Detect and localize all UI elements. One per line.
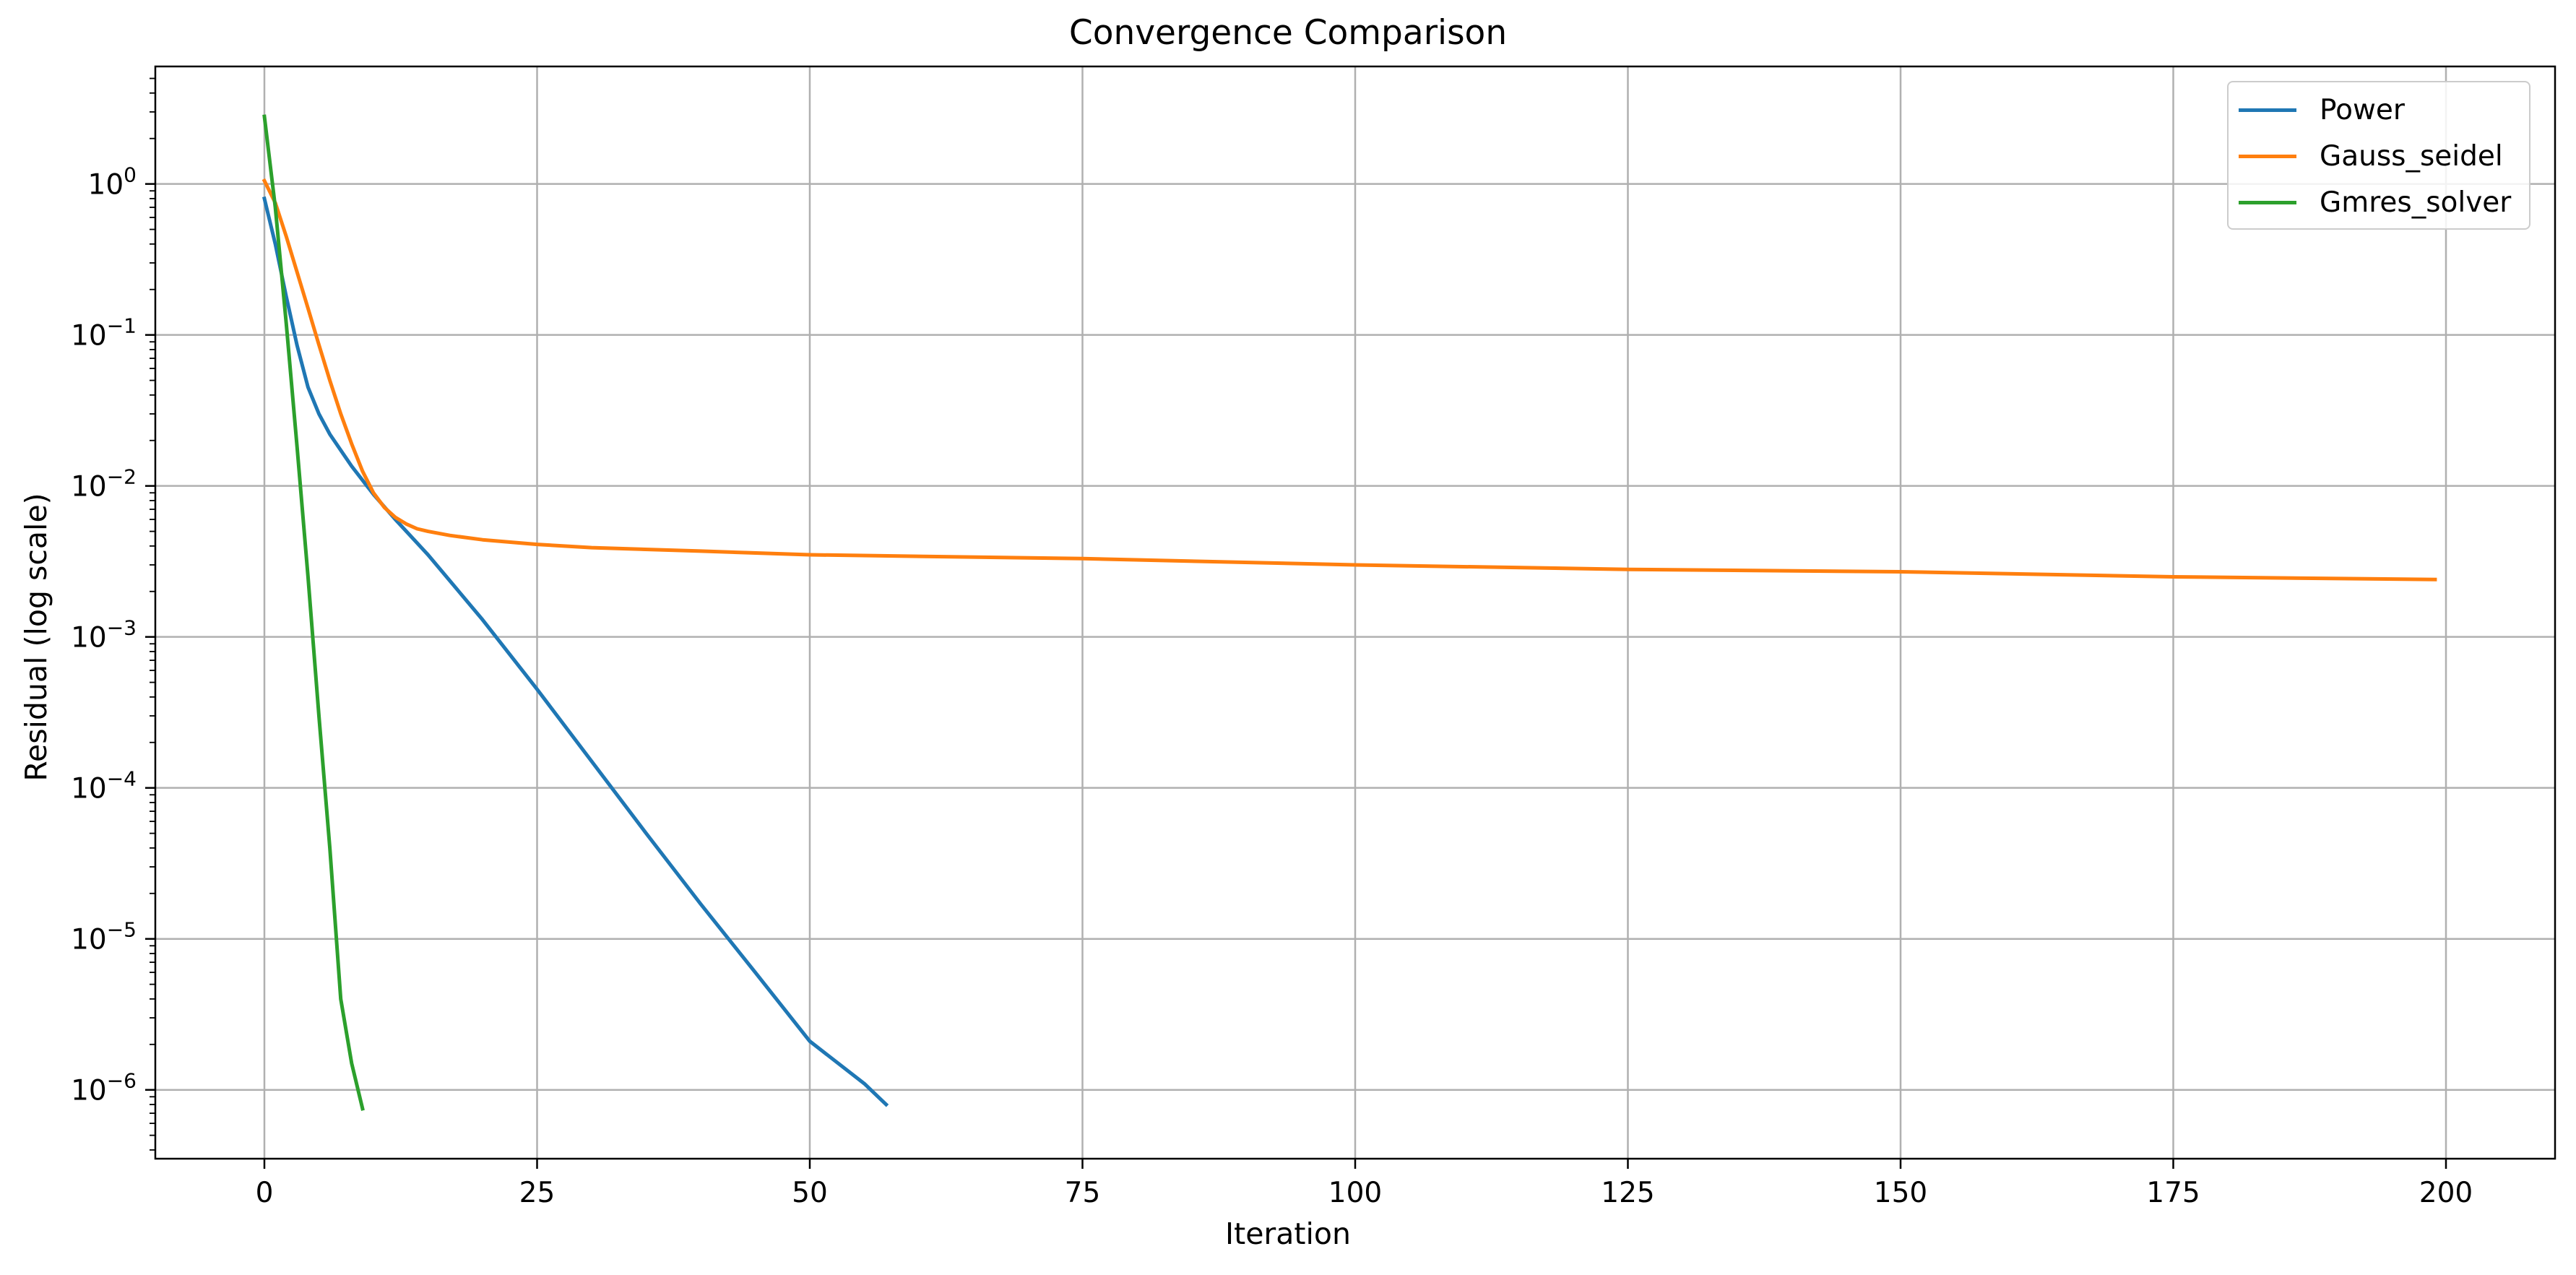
x-tick-label-1: 25	[519, 1177, 556, 1209]
y-tick-label-4: 10−2	[71, 465, 137, 503]
x-tick-label-0: 0	[256, 1177, 274, 1209]
legend-item-gmres-solver: Gmres_solver	[2239, 186, 2512, 219]
x-tick-label-5: 125	[1601, 1177, 1654, 1209]
y-axis-label: Residual (log scale)	[19, 493, 53, 782]
y-tick-label-2: 10−4	[71, 767, 137, 805]
series-line-power	[262, 196, 889, 1107]
x-tick-label-4: 100	[1328, 1177, 1382, 1209]
legend-label-power: Power	[2320, 93, 2405, 126]
x-tick-label-7: 175	[2146, 1177, 2200, 1209]
legend: Power Gauss_seidel Gmres_solver	[2227, 81, 2530, 230]
legend-item-gauss-seidel: Gauss_seidel	[2239, 139, 2503, 173]
x-tick-label-2: 50	[792, 1177, 828, 1209]
y-tick-label-6: 100	[88, 163, 137, 202]
legend-swatch-power	[2239, 108, 2296, 112]
x-tick-label-6: 150	[1874, 1177, 1927, 1209]
legend-item-power: Power	[2239, 93, 2405, 126]
y-tick-label-5: 10−1	[71, 314, 137, 353]
x-axis-label: Iteration	[1225, 1216, 1351, 1251]
legend-label-gauss-seidel: Gauss_seidel	[2320, 139, 2503, 173]
legend-label-gmres-solver: Gmres_solver	[2320, 186, 2512, 219]
y-tick-label-1: 10−5	[71, 918, 137, 956]
chart-title: Convergence Comparison	[1068, 13, 1508, 53]
legend-swatch-gauss-seidel	[2239, 154, 2296, 158]
y-tick-label-0: 10−6	[71, 1069, 137, 1107]
x-tick-label-8: 200	[2419, 1177, 2473, 1209]
legend-swatch-gmres-solver	[2239, 200, 2296, 204]
y-tick-label-3: 10−3	[71, 616, 137, 654]
series-line-gauss-seidel	[262, 178, 2437, 582]
series-line-gmres-solver	[262, 114, 365, 1111]
x-tick-label-3: 75	[1065, 1177, 1101, 1209]
